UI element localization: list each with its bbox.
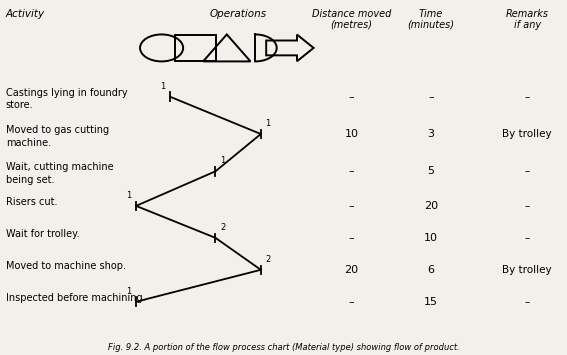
Text: Distance moved: Distance moved	[312, 9, 391, 19]
Text: Wait for trolley.: Wait for trolley.	[6, 229, 79, 239]
Text: –: –	[524, 166, 530, 176]
Bar	[175, 35, 216, 61]
Text: (metres): (metres)	[331, 20, 373, 29]
Text: –: –	[524, 297, 530, 307]
Text: Castings lying in foundry
store.: Castings lying in foundry store.	[6, 88, 128, 110]
Text: 3: 3	[428, 129, 434, 139]
Text: 20: 20	[345, 265, 358, 275]
Text: By trolley: By trolley	[502, 129, 552, 139]
Text: Time: Time	[419, 9, 443, 19]
Text: –: –	[524, 92, 530, 102]
Text: –: –	[524, 201, 530, 211]
Text: Wait, cutting machine
being set.: Wait, cutting machine being set.	[6, 162, 113, 185]
Text: By trolley: By trolley	[502, 265, 552, 275]
Text: 20: 20	[424, 201, 438, 211]
Text: 10: 10	[424, 233, 438, 243]
Text: –: –	[349, 166, 354, 176]
Text: if any: if any	[514, 20, 541, 29]
Text: Inspected before machining.: Inspected before machining.	[6, 293, 145, 303]
Text: Remarks: Remarks	[506, 9, 549, 19]
Text: 1: 1	[220, 156, 225, 165]
Text: Operations: Operations	[210, 9, 266, 19]
Text: 2: 2	[265, 255, 270, 264]
Text: Risers cut.: Risers cut.	[6, 197, 57, 207]
Text: 15: 15	[424, 297, 438, 307]
Text: 6: 6	[428, 265, 434, 275]
Text: 10: 10	[345, 129, 358, 139]
Text: 1: 1	[126, 287, 132, 296]
Text: 1: 1	[265, 119, 270, 128]
Text: 1: 1	[126, 191, 132, 200]
Text: 1: 1	[160, 82, 166, 91]
Text: –: –	[524, 233, 530, 243]
Text: –: –	[349, 92, 354, 102]
Text: Fig. 9.2. A portion of the flow process chart (Material type) showing flow of pr: Fig. 9.2. A portion of the flow process …	[108, 343, 459, 352]
Text: –: –	[428, 92, 434, 102]
Text: 2: 2	[220, 223, 225, 232]
Text: –: –	[349, 297, 354, 307]
Text: 5: 5	[428, 166, 434, 176]
Text: –: –	[349, 201, 354, 211]
Text: –: –	[349, 233, 354, 243]
Text: Moved to gas cutting
machine.: Moved to gas cutting machine.	[6, 125, 109, 148]
Text: (minutes): (minutes)	[408, 20, 454, 29]
Text: Activity: Activity	[6, 9, 45, 19]
Text: Moved to machine shop.: Moved to machine shop.	[6, 261, 126, 271]
